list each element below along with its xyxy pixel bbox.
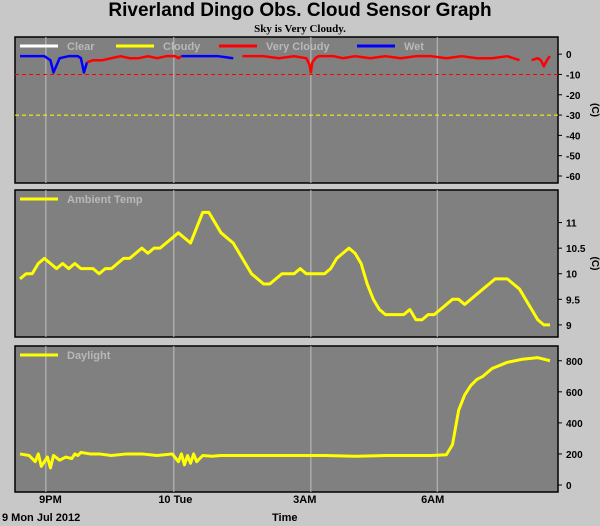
y-tick-label: 800 <box>566 357 583 368</box>
x-tick-label: 9PM <box>39 494 62 506</box>
legend-label: Wet <box>404 41 424 53</box>
series-line-very-cloudy <box>86 54 183 64</box>
series-line-daylight <box>19 356 551 470</box>
chart-title: Riverland Dingo Obs. Cloud Sensor Graph <box>108 0 492 21</box>
y-axis-label: (C) <box>589 257 600 271</box>
y-tick-label: 9 <box>566 321 572 332</box>
y-tick-label: 10 <box>566 270 578 281</box>
x-tick-label: 3AM <box>293 494 316 506</box>
y-tick-label: -20 <box>566 91 581 102</box>
y-tick-label: -30 <box>566 111 581 122</box>
series-line-very-cloudy <box>531 55 551 68</box>
y-tick-label: 200 <box>566 450 583 461</box>
y-tick-label: 9.5 <box>566 295 580 306</box>
series-line-wet <box>20 54 89 74</box>
y-tick-label: 0 <box>566 50 572 61</box>
plot-area-cloud <box>14 36 559 184</box>
x-tick-label: 10 Tue <box>158 494 192 506</box>
series-line-very-cloudy <box>242 54 520 74</box>
y-axis-label: (C) <box>589 103 600 117</box>
series-line-wet <box>181 54 234 60</box>
y-tick-label: 10.5 <box>566 244 586 255</box>
legend-label: Clear <box>67 41 95 53</box>
plot-area-ambient <box>14 189 559 338</box>
y-tick-label: -50 <box>566 152 581 163</box>
y-tick-label: 400 <box>566 419 583 430</box>
legend-label: Very Cloudy <box>266 41 330 53</box>
y-tick-label: 600 <box>566 388 583 399</box>
legend-label: Ambient Temp <box>67 194 143 206</box>
x-tick-label: 6AM <box>421 494 444 506</box>
y-tick-label: 0 <box>566 481 572 492</box>
y-tick-label: -60 <box>566 172 581 183</box>
footer-date: 9 Mon Jul 2012 <box>2 512 81 524</box>
y-tick-label: -10 <box>566 70 581 81</box>
series-line-ambient-temp <box>19 210 550 327</box>
time-axis-label: Time <box>272 512 298 524</box>
legend-label: Daylight <box>67 350 111 362</box>
plot-area-daylight <box>14 345 559 493</box>
y-tick-label: 11 <box>566 219 577 230</box>
sky-status: Sky is Very Cloudy. <box>254 23 346 35</box>
legend-label: Cloudy <box>163 41 201 53</box>
y-tick-label: -40 <box>566 131 581 142</box>
